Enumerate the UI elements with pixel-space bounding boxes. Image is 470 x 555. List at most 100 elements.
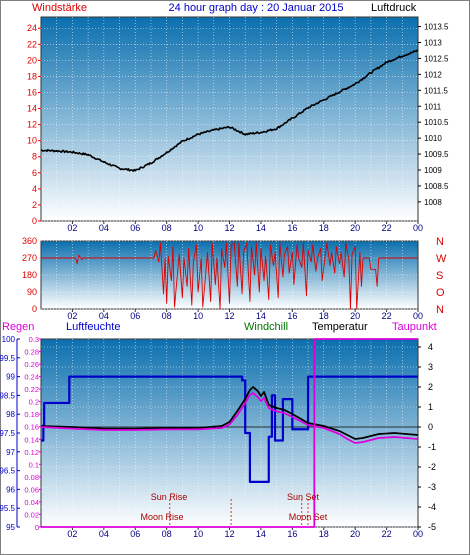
- humidity-tick-label: 97.5: [0, 429, 16, 438]
- temperature-tick-label: -5: [428, 522, 436, 532]
- compass-label: O: [436, 287, 445, 299]
- top-xtick-label: 20: [350, 223, 360, 233]
- rain-tick-label: 0.22: [24, 385, 39, 394]
- wind-axis-title: Windstärke: [32, 2, 87, 14]
- top-xtick-label: 14: [256, 223, 266, 233]
- compass-label: S: [436, 270, 443, 282]
- pressure-tick-label: 1011.5: [424, 86, 448, 95]
- annotation-moon-rise: Moon Rise: [140, 512, 183, 522]
- mid-xtick-label: 20: [350, 311, 360, 321]
- rain-tick-label: 0.18: [24, 410, 39, 419]
- bot-xtick-label: 08: [162, 529, 172, 539]
- pressure-tick-label: 1013: [424, 39, 442, 48]
- top-xtick-label: 04: [99, 223, 109, 233]
- top-xtick-label: 18: [319, 223, 329, 233]
- rain-tick-label: 0.3: [29, 335, 39, 344]
- rain-tick-label: 0: [35, 523, 39, 532]
- humidity-tick-label: 98.5: [0, 391, 16, 400]
- pressure-tick-label: 1010.5: [424, 118, 449, 127]
- mid-xtick-label: 02: [67, 311, 77, 321]
- bot-xtick-label: 06: [130, 529, 140, 539]
- mid-xtick-label: 22: [382, 311, 392, 321]
- temperature-tick-label: 1: [428, 402, 433, 412]
- pressure-tick-label: 1008.5: [424, 182, 449, 191]
- rain-tick-label: 0.02: [24, 510, 39, 519]
- temperature-tick-label: -3: [428, 482, 436, 492]
- mid-xtick-label: 06: [130, 311, 140, 321]
- top-xtick-label: 08: [162, 223, 172, 233]
- temperature-tick-label: -2: [428, 462, 436, 472]
- wind-tick-label: 20: [27, 55, 37, 65]
- top-xtick-label: 06: [130, 223, 140, 233]
- pressure-tick-label: 1013.5: [424, 23, 449, 32]
- humidity-tick-label: 96.5: [0, 467, 16, 476]
- bot-xtick-label: 12: [224, 529, 234, 539]
- mid-xtick-label: 18: [319, 311, 329, 321]
- wind-tick-label: 8: [32, 152, 37, 162]
- temperature-tick-label: -1: [428, 442, 436, 452]
- pressure-tick-label: 1011: [424, 102, 442, 111]
- humidity-tick-label: 95: [6, 523, 15, 532]
- temperature-tick-label: 2: [428, 382, 433, 392]
- rain-tick-label: 0.24: [24, 373, 39, 382]
- bot-xtick-label: 00: [413, 529, 423, 539]
- annotation-moon-set: Moon Set: [289, 512, 328, 522]
- legend-regen: Regen: [2, 321, 34, 333]
- rain-tick-label: 0.28: [24, 348, 39, 357]
- humidity-tick-label: 99: [6, 373, 15, 382]
- temperature-tick-label: 3: [428, 362, 433, 372]
- rain-tick-label: 0.16: [24, 423, 39, 432]
- rain-tick-label: 0.26: [24, 360, 39, 369]
- wind-tick-label: 14: [27, 104, 37, 114]
- wind-tick-label: 10: [27, 136, 37, 146]
- direction-tick-label: 360: [22, 236, 37, 246]
- wind-tick-label: 22: [27, 39, 37, 49]
- pressure-tick-label: 1009.5: [424, 150, 449, 159]
- wind-tick-label: 6: [32, 168, 37, 178]
- humidity-tick-label: 96: [6, 485, 15, 494]
- direction-tick-label: 270: [22, 253, 37, 263]
- wind-direction-series-line: [41, 242, 418, 310]
- temperature-tick-label: 0: [428, 422, 433, 432]
- direction-tick-label: 180: [22, 270, 37, 280]
- temperature-tick-label: 4: [428, 342, 433, 352]
- wind-tick-label: 4: [32, 184, 37, 194]
- mid-xtick-label: 12: [224, 311, 234, 321]
- wind-tick-label: 0: [32, 216, 37, 226]
- rain-tick-label: 0.06: [24, 485, 39, 494]
- top-xtick-label: 16: [287, 223, 297, 233]
- wind-tick-label: 18: [27, 71, 37, 81]
- annotation-sun-set: Sun Set: [287, 492, 320, 502]
- rain-tick-label: 0.04: [24, 498, 39, 507]
- bot-xtick-label: 20: [350, 529, 360, 539]
- chart-title: 24 hour graph day : 20 Januar 2015: [169, 2, 344, 14]
- direction-tick-label: 90: [27, 287, 37, 297]
- rain-tick-label: 0.12: [24, 448, 39, 457]
- compass-label: W: [436, 253, 447, 265]
- series-taupunkt: [40, 392, 419, 444]
- top-xtick-label: 22: [382, 223, 392, 233]
- bot-xtick-label: 22: [382, 529, 392, 539]
- top-xtick-label: 10: [193, 223, 203, 233]
- top-panel: 02 04 06 08 10 12 14 16 18 20 22 000246810121416182…: [27, 16, 449, 233]
- legend-luftfeuchte: Luftfeuchte: [66, 321, 120, 333]
- bot-xtick-label: 04: [99, 529, 109, 539]
- wind-tick-label: 2: [32, 200, 37, 210]
- legend-temperatur: Temperatur: [312, 321, 368, 333]
- bottom-panel: 02 04 06 08 10 12 14 16 18 20 22 00-5-4-3-2-1012349…: [0, 335, 436, 539]
- pressure-tick-label: 1008: [424, 198, 442, 207]
- series-regen: [41, 338, 418, 528]
- rain-tick-label: 0.14: [24, 435, 39, 444]
- mid-xtick-label: 00: [413, 311, 423, 321]
- humidity-tick-label: 97: [6, 448, 15, 457]
- mid-xtick-label: 08: [162, 311, 172, 321]
- series-temperatur: [40, 386, 419, 440]
- pressure-series-line: [40, 49, 419, 172]
- bot-xtick-label: 16: [287, 529, 297, 539]
- compass-label: N: [436, 304, 444, 316]
- pressure-tick-label: 1010: [424, 134, 442, 143]
- pressure-tick-label: 1009: [424, 166, 442, 175]
- pressure-axis-title: Luftdruck: [371, 2, 417, 14]
